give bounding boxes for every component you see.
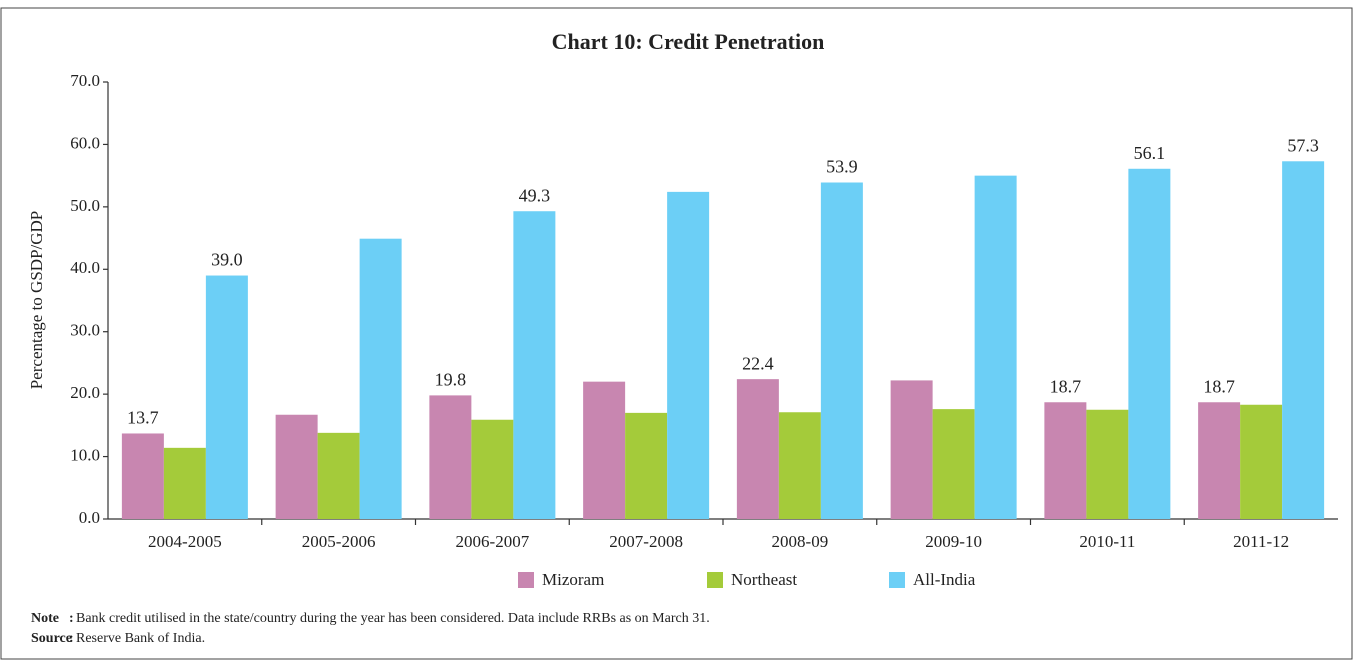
x-tick-label: 2011-12: [1233, 532, 1289, 551]
y-tick-label: 50.0: [70, 196, 100, 215]
y-tick-label: 0.0: [79, 508, 100, 527]
bar: [205, 275, 248, 519]
legend-swatch: [707, 572, 723, 588]
bar: [1128, 168, 1171, 520]
chart-title: Chart 10: Credit Penetration: [552, 29, 825, 54]
data-label: 57.3: [1287, 135, 1319, 155]
bar: [1044, 402, 1087, 519]
note-separator: :: [69, 631, 74, 646]
bar: [736, 379, 779, 519]
bar: [471, 419, 514, 519]
bar: [163, 447, 206, 519]
x-tick-label: 2010-11: [1079, 532, 1135, 551]
legend-label: All-India: [913, 570, 976, 589]
note-text: Bank credit utilised in the state/countr…: [76, 611, 710, 626]
y-tick-label: 70.0: [70, 71, 100, 90]
y-tick-label: 10.0: [70, 445, 100, 464]
data-label: 18.7: [1203, 376, 1235, 396]
y-tick-label: 30.0: [70, 321, 100, 340]
data-label: 39.0: [211, 250, 243, 270]
legend-label: Mizoram: [542, 570, 604, 589]
bar: [1282, 161, 1325, 519]
y-tick-label: 60.0: [70, 133, 100, 152]
data-label: 53.9: [826, 157, 858, 177]
bar: [1240, 404, 1283, 519]
bar: [625, 412, 668, 519]
frame: [0, 7, 1353, 660]
legend-swatch: [889, 572, 905, 588]
data-label: 22.4: [742, 353, 774, 373]
bar: [932, 409, 975, 519]
data-label: 18.7: [1050, 376, 1082, 396]
legend-label: Northeast: [731, 570, 797, 589]
y-axis-label: Percentage to GSDP/GDP: [27, 211, 46, 389]
data-label: 19.8: [435, 370, 467, 390]
y-tick-label: 40.0: [70, 258, 100, 277]
y-tick-label: 20.0: [70, 383, 100, 402]
x-tick-label: 2008-09: [772, 532, 829, 551]
bar: [429, 395, 472, 519]
note-text: Reserve Bank of India.: [76, 631, 205, 646]
x-tick-label: 2007-2008: [609, 532, 683, 551]
bar: [359, 238, 402, 519]
x-tick-label: 2004-2005: [148, 532, 222, 551]
x-tick-label: 2005-2006: [302, 532, 376, 551]
bar: [778, 412, 821, 519]
bar: [1086, 409, 1129, 519]
bar: [121, 433, 164, 519]
bar: [820, 182, 863, 519]
bar: [275, 414, 318, 519]
bar: [513, 211, 556, 519]
data-label: 49.3: [519, 185, 551, 205]
x-tick-label: 2006-2007: [456, 532, 530, 551]
bar: [667, 191, 710, 520]
note-label: Source: [31, 631, 72, 646]
bar: [890, 380, 933, 519]
bar: [974, 175, 1017, 519]
bar: [1198, 402, 1241, 519]
bar: [317, 432, 360, 519]
data-label: 56.1: [1134, 143, 1166, 163]
note-label: Note: [31, 611, 59, 626]
note-separator: :: [69, 611, 74, 626]
x-tick-label: 2009-10: [925, 532, 982, 551]
legend-swatch: [518, 572, 534, 588]
data-label: 13.7: [127, 408, 159, 428]
bar: [583, 381, 626, 519]
